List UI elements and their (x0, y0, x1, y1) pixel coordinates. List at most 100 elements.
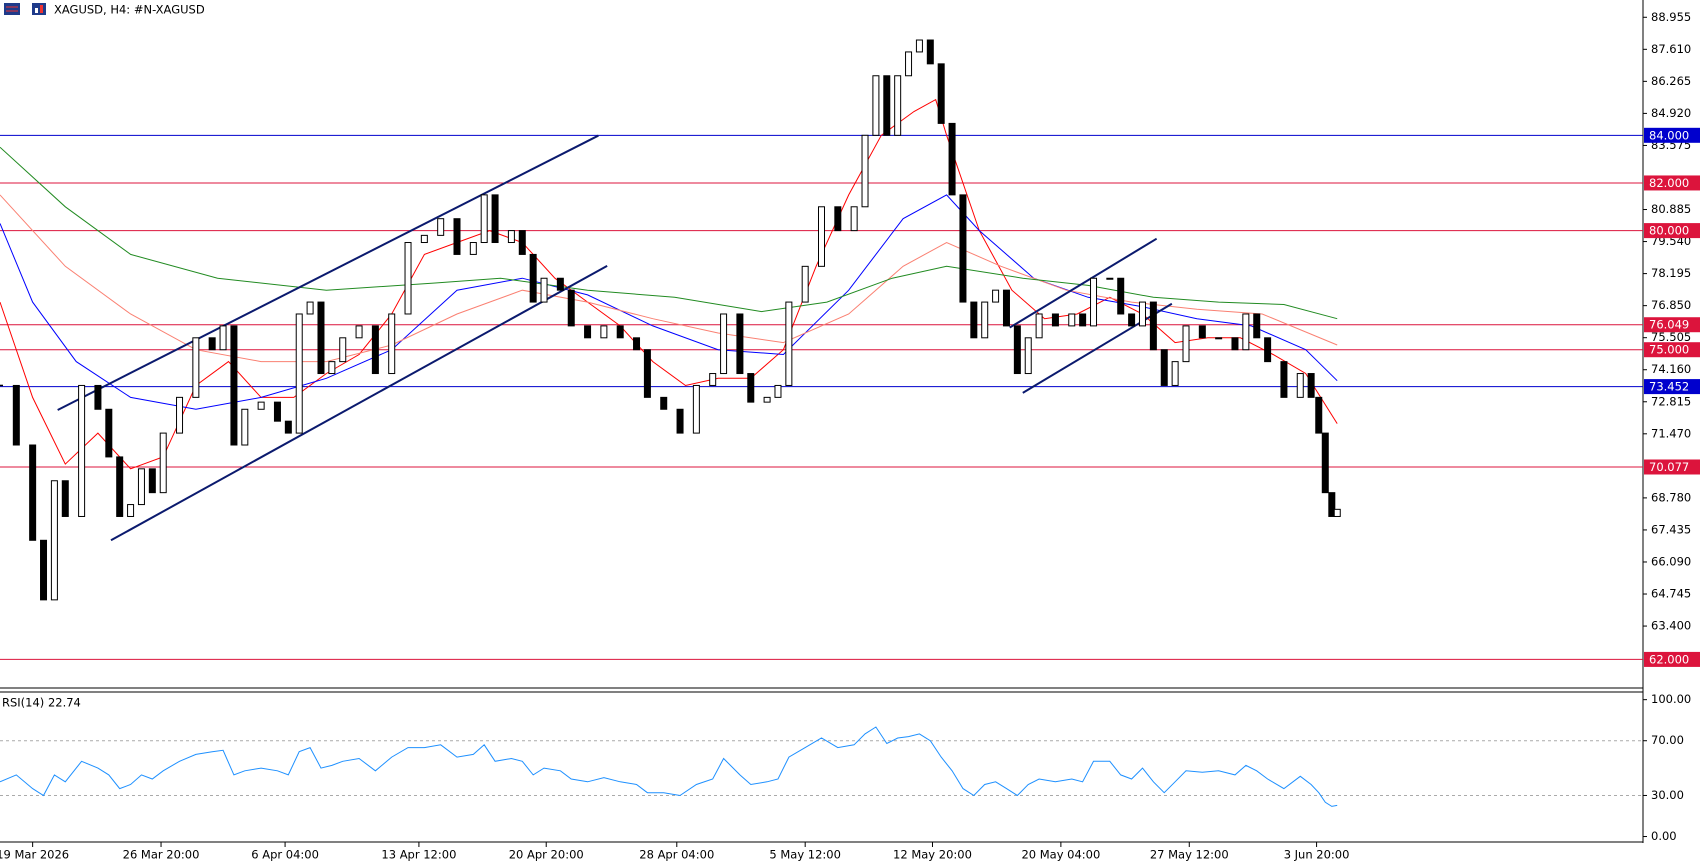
candle (883, 75, 891, 136)
candle (540, 277, 548, 303)
candle (872, 75, 880, 136)
candle (926, 39, 934, 65)
candle (1280, 361, 1288, 398)
candle (420, 234, 428, 244)
symbol-icons (4, 3, 46, 15)
y-tick-label: 70.00 (1651, 733, 1684, 747)
y-tick-label: 87.610 (1651, 42, 1691, 56)
level-label-box (1644, 127, 1700, 143)
candle (295, 313, 303, 434)
y-tick-label: 64.745 (1651, 587, 1691, 601)
candle (529, 253, 537, 303)
trendline (1022, 302, 1173, 394)
y-tick-label: 75.505 (1651, 330, 1691, 344)
candle (230, 325, 238, 446)
level-label-box (1644, 459, 1700, 475)
level-label: 75.000 (1649, 343, 1689, 357)
candle (556, 277, 564, 291)
level-label: 76.049 (1649, 318, 1689, 332)
candle (774, 384, 782, 398)
candle (1253, 313, 1261, 339)
x-tick-label: 5 May 12:00 (769, 848, 841, 862)
level-label-box (1644, 317, 1700, 333)
candle (905, 51, 913, 77)
candle (469, 242, 477, 255)
candle (992, 289, 1000, 303)
x-tick-label: 26 Mar 20:00 (123, 848, 200, 862)
chart-title: XAGUSD, H4: #N-XAGUSD (54, 3, 205, 17)
candle (208, 337, 216, 351)
candle (1215, 337, 1223, 340)
candle (1013, 325, 1021, 375)
candle (273, 401, 281, 422)
candle (1296, 373, 1304, 398)
candle (616, 325, 624, 339)
level-label-box (1644, 175, 1700, 191)
candle (600, 325, 608, 339)
candle (1198, 325, 1206, 339)
candle (1106, 277, 1114, 280)
level-label: 84.000 (1649, 128, 1689, 142)
candle (818, 206, 825, 267)
x-tick-label: 6 Apr 04:00 (251, 848, 319, 862)
candle (507, 230, 515, 244)
y-tick-label: 84.920 (1651, 106, 1691, 120)
candle (306, 301, 314, 315)
candle (29, 444, 37, 541)
candle (176, 396, 184, 434)
candle (116, 456, 124, 517)
y-tick-label: 71.470 (1651, 426, 1691, 440)
level-label-box (1644, 223, 1700, 239)
y-tick-label: 100.00 (1651, 692, 1691, 706)
y-tick-label: 80.885 (1651, 202, 1691, 216)
candle (1128, 313, 1136, 327)
y-tick-label: 78.195 (1651, 266, 1691, 280)
level-label: 62.000 (1649, 652, 1689, 666)
y-tick-label: 88.955 (1651, 10, 1691, 24)
candle (317, 301, 325, 375)
trendline (1009, 237, 1158, 329)
candle (1002, 289, 1010, 327)
candle (1160, 349, 1168, 386)
candle (801, 265, 809, 303)
candle (241, 408, 249, 446)
candle (78, 384, 86, 517)
candle (948, 122, 956, 196)
candle (567, 289, 575, 327)
candle (453, 218, 461, 255)
y-tick-label: 86.265 (1651, 74, 1691, 88)
y-tick-label: 30.00 (1651, 788, 1684, 802)
candle (763, 396, 771, 403)
candle (1149, 301, 1157, 351)
candle (785, 301, 793, 386)
trendline (110, 264, 608, 542)
candle (915, 39, 923, 53)
candle (894, 75, 902, 136)
candle (159, 432, 167, 494)
y-tick-label: 0.00 (1651, 829, 1677, 843)
y-tick-label: 76.850 (1651, 298, 1691, 312)
candle (137, 468, 145, 506)
x-tick-label: 27 May 12:00 (1150, 848, 1229, 862)
x-tick-label: 28 Apr 04:00 (639, 848, 714, 862)
candle (643, 349, 651, 398)
candle (371, 325, 379, 375)
candle (257, 401, 265, 410)
level-label-box (1644, 342, 1700, 358)
candle (1264, 337, 1272, 363)
candle (736, 313, 744, 375)
candle (1171, 361, 1179, 386)
rsi-title: RSI(14) 22.74 (2, 696, 81, 710)
level-label: 80.000 (1649, 224, 1689, 238)
candle (1051, 313, 1059, 327)
candle (355, 325, 363, 339)
line-series (0, 146, 1338, 320)
level-label-box (1644, 379, 1700, 395)
candle (692, 384, 700, 434)
candle (1068, 313, 1076, 327)
candle (1321, 432, 1329, 494)
candle (1024, 337, 1032, 375)
candle (1242, 313, 1250, 351)
